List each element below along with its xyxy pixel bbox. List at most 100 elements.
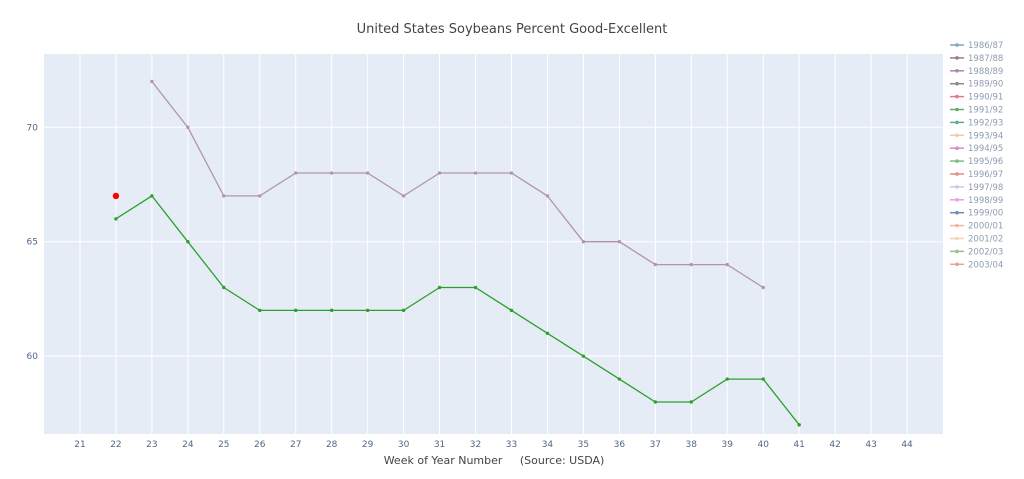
legend-label: 1992/93 <box>968 118 1003 128</box>
data-point[interactable] <box>689 400 693 404</box>
legend-item[interactable]: 1986/87 <box>950 41 1003 51</box>
data-point[interactable] <box>294 308 298 313</box>
data-point[interactable] <box>473 171 478 175</box>
data-point[interactable] <box>725 377 729 381</box>
data-point[interactable] <box>150 194 154 198</box>
legend-label: 1994/95 <box>968 144 1003 154</box>
legend-item[interactable]: 2001/02 <box>950 235 1003 245</box>
data-point[interactable] <box>112 192 120 200</box>
x-tick-label: 25 <box>218 440 229 450</box>
legend-label: 1999/00 <box>968 209 1003 219</box>
legend-label: 2003/04 <box>968 260 1003 270</box>
x-tick-label: 44 <box>901 440 913 450</box>
x-tick-label: 34 <box>542 440 554 450</box>
data-point[interactable] <box>258 194 262 198</box>
legend-item[interactable]: 2000/01 <box>950 222 1003 232</box>
legend-swatch-marker <box>955 249 959 254</box>
legend-swatch-marker <box>955 94 959 99</box>
data-point[interactable] <box>689 262 693 267</box>
legend-item[interactable]: 1999/00 <box>950 209 1003 219</box>
x-tick-label: 22 <box>110 440 121 450</box>
legend-label: 1990/91 <box>968 93 1003 103</box>
legend-item[interactable]: 1996/97 <box>950 170 1003 180</box>
data-point[interactable] <box>581 240 586 244</box>
legend-label: 2000/01 <box>968 222 1003 232</box>
legend-item[interactable]: 1994/95 <box>950 144 1003 154</box>
legend-item[interactable]: 1988/89 <box>950 67 1003 77</box>
x-tick-label: 24 <box>182 440 194 450</box>
legend-item[interactable]: 1997/98 <box>950 183 1003 193</box>
data-point[interactable] <box>437 285 442 290</box>
x-tick-label: 32 <box>470 440 481 450</box>
y-tick-label: 65 <box>27 238 38 248</box>
data-point[interactable] <box>653 400 658 404</box>
legend-swatch-marker <box>955 210 959 215</box>
data-point[interactable] <box>401 194 406 198</box>
legend-swatch-marker <box>955 146 959 150</box>
legend-swatch-marker <box>955 198 959 202</box>
legend-swatch-marker <box>955 223 959 228</box>
data-point[interactable] <box>437 171 442 175</box>
legend-label: 2001/02 <box>968 235 1003 245</box>
data-point[interactable] <box>401 308 406 313</box>
data-point[interactable] <box>725 262 729 267</box>
x-tick-label: 21 <box>74 440 85 450</box>
legend-item[interactable]: 1995/96 <box>950 157 1003 167</box>
legend-item[interactable]: 1989/90 <box>950 80 1003 90</box>
data-point[interactable] <box>222 194 226 198</box>
data-point[interactable] <box>509 308 514 313</box>
data-point[interactable] <box>761 377 765 381</box>
data-point[interactable] <box>797 423 801 427</box>
data-point[interactable] <box>473 285 478 290</box>
legend-item[interactable]: 1991/92 <box>950 106 1003 116</box>
legend-label: 1996/97 <box>968 170 1003 180</box>
data-point[interactable] <box>545 194 550 198</box>
legend-item[interactable]: 1998/99 <box>950 196 1003 206</box>
legend-swatch-marker <box>955 69 959 73</box>
legend-label: 1998/99 <box>968 196 1003 206</box>
legend-label: 1987/88 <box>968 54 1003 64</box>
data-point[interactable] <box>329 308 334 313</box>
legend-label: 1988/89 <box>968 67 1003 77</box>
data-point[interactable] <box>258 308 262 313</box>
legend-item[interactable]: 2003/04 <box>950 260 1003 270</box>
data-point[interactable] <box>186 240 190 244</box>
x-tick-label: 42 <box>829 440 840 450</box>
data-point[interactable] <box>186 125 190 129</box>
legend-item[interactable]: 1990/91 <box>950 93 1003 103</box>
legend-item[interactable]: 2002/03 <box>950 247 1003 257</box>
data-point[interactable] <box>150 79 154 84</box>
series-line <box>151 81 764 289</box>
data-point[interactable] <box>509 171 514 175</box>
legend-item[interactable]: 1987/88 <box>950 54 1003 64</box>
legend-swatch-marker <box>955 120 959 125</box>
legend-swatch-marker <box>955 172 959 176</box>
data-point[interactable] <box>365 308 370 313</box>
legend-label: 1995/96 <box>968 157 1003 167</box>
series-group <box>112 79 801 427</box>
data-point[interactable] <box>329 171 334 175</box>
data-point[interactable] <box>761 285 765 290</box>
legend-swatch-marker <box>955 56 959 60</box>
data-point[interactable] <box>114 217 118 221</box>
x-tick-label: 37 <box>650 440 661 450</box>
legend-item[interactable]: 1993/94 <box>950 131 1003 141</box>
series-2 <box>112 192 120 200</box>
grid <box>44 54 943 434</box>
legend-swatch-marker <box>955 81 959 86</box>
x-tick-label: 40 <box>757 440 769 450</box>
data-point[interactable] <box>581 354 586 358</box>
data-point[interactable] <box>617 240 622 244</box>
x-tick-label: 28 <box>326 440 338 450</box>
legend-swatch-marker <box>955 236 959 241</box>
data-point[interactable] <box>365 171 370 175</box>
data-point[interactable] <box>653 262 658 267</box>
legend[interactable]: 1986/87 1987/88 1988/89 1989/90 1990/91 1991/… <box>950 41 1003 270</box>
data-point[interactable] <box>222 285 226 290</box>
data-point[interactable] <box>294 171 298 175</box>
data-point[interactable] <box>617 377 622 381</box>
legend-item[interactable]: 1992/93 <box>950 118 1003 128</box>
x-axis-ticks: 21 22 23 24 25 26 27 28 29 30 31 32 33 34 35 36 37 38 39 40… <box>74 440 913 450</box>
data-point[interactable] <box>545 331 550 335</box>
